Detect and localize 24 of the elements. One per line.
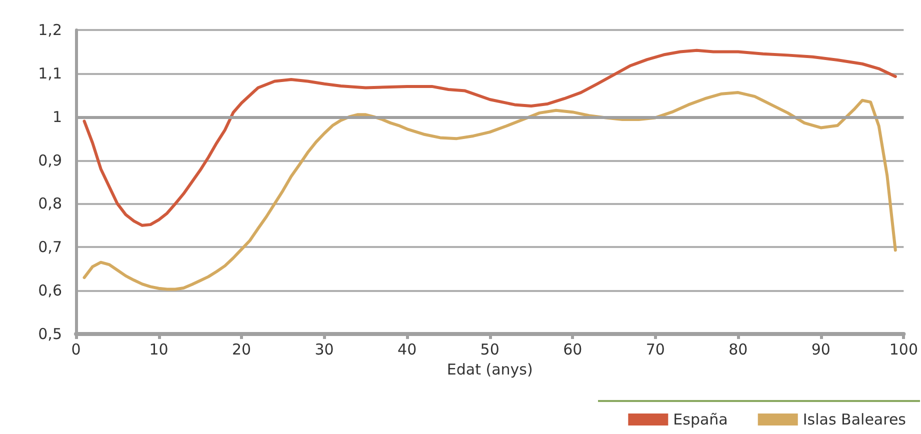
y-tick-label: 1,2 [38,21,62,39]
x-tick-label: 10 [149,340,168,358]
legend-label: España [673,410,728,428]
y-tick-label: 0,8 [38,194,62,213]
y-tick-label: 0,6 [38,282,62,300]
x-tick-label: 0 [71,340,81,358]
line-series [82,48,897,227]
x-tick-label: 60 [563,340,582,358]
line-series [82,91,897,291]
legend-label: Islas Baleares [802,410,906,428]
y-tick-label: 0,7 [38,238,62,256]
x-tick-label: 100 [889,340,918,358]
y-tick-label: 0,9 [38,151,62,170]
x-tick-label: 50 [480,340,500,358]
x-tick-label: 90 [811,340,830,358]
y-tick-label: 1,1 [38,64,62,82]
x-axis-title: Edat (anys) [446,360,533,378]
x-tick-label: 30 [314,340,334,358]
x-tick-label: 70 [646,340,665,358]
x-tick-label: 40 [398,340,417,358]
x-tick-label: 20 [232,340,252,358]
y-tick-label: 0,5 [38,325,62,343]
x-tick-label: 80 [728,340,748,358]
y-tick-label: 1 [52,108,62,126]
